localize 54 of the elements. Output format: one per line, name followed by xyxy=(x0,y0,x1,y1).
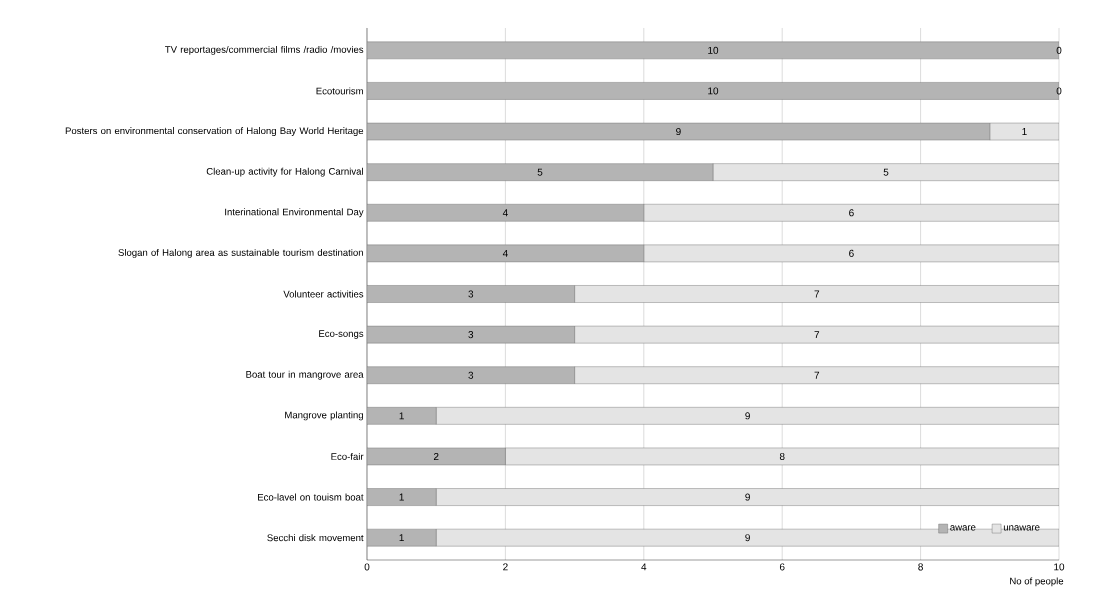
y-tick-label: TV reportages/commercial films /radio /movies xyxy=(165,45,364,55)
bar xyxy=(712,163,1059,181)
y-tick-label: Eco-songs xyxy=(319,330,364,339)
data-label: 1 xyxy=(399,534,404,542)
y-tick-label: Interinational Environmental Day xyxy=(225,208,364,218)
data-label: 1 xyxy=(399,412,404,420)
data-label: 1 xyxy=(1022,128,1027,135)
data-label: 2 xyxy=(433,452,439,460)
data-label: 7 xyxy=(814,371,820,379)
data-label: 10 xyxy=(708,87,719,95)
x-axis-title: No of people xyxy=(1010,577,1064,587)
x-tick-label: 8 xyxy=(918,563,923,571)
y-tick-label: Boat tour in mangrove area xyxy=(246,370,364,380)
bar xyxy=(643,204,1059,222)
y-tick-label: Slogan of Halong area as sustainable tourism destination xyxy=(118,248,363,258)
x-tick-label: 2 xyxy=(503,563,508,571)
y-tick-label: Eco-fair xyxy=(331,452,364,460)
x-tick-label: 6 xyxy=(779,563,785,571)
data-label: 4 xyxy=(502,209,508,217)
data-label: 9 xyxy=(676,128,681,136)
x-tick-label: 4 xyxy=(641,563,647,571)
y-tick-label: Volunteer activities xyxy=(283,290,364,298)
data-label: 9 xyxy=(745,412,750,420)
data-label: 3 xyxy=(468,371,474,379)
data-label: 7 xyxy=(814,331,820,339)
bar xyxy=(436,407,1059,425)
data-label: 1 xyxy=(399,493,404,501)
data-label: 0 xyxy=(1056,46,1062,54)
data-label: 3 xyxy=(468,331,474,339)
y-tick-label: Ecotourism xyxy=(316,87,363,95)
data-label: 10 xyxy=(708,46,719,54)
bar xyxy=(574,285,1059,303)
bar xyxy=(436,488,1059,506)
y-tick-label: Eco-lavel on touism boat xyxy=(258,493,364,501)
bar xyxy=(574,366,1059,384)
y-tick-label: Clean-up activity for Halong Carnival xyxy=(206,167,363,177)
x-tick-label: 10 xyxy=(1054,563,1065,571)
y-tick-label: Secchi disk movement xyxy=(267,534,364,542)
data-label: 3 xyxy=(468,290,474,298)
data-label: 0 xyxy=(1056,87,1062,95)
data-label: 5 xyxy=(883,168,889,176)
data-label: 8 xyxy=(779,452,785,460)
data-label: 9 xyxy=(745,534,750,542)
y-tick-label: Mangrove planting xyxy=(285,411,363,421)
legend-label: unaware xyxy=(1003,525,1040,531)
data-label: 6 xyxy=(849,249,854,257)
data-label: 7 xyxy=(814,290,820,298)
data-label: 5 xyxy=(537,168,543,176)
x-tick-label: 0 xyxy=(364,563,370,571)
y-tick-label: Posters on environmental conservation of Halong Bay World Heritage xyxy=(65,127,364,137)
data-label: 4 xyxy=(502,249,508,257)
legend-label: aware xyxy=(950,525,976,531)
data-label: 6 xyxy=(849,209,854,217)
data-label: 9 xyxy=(745,493,750,501)
